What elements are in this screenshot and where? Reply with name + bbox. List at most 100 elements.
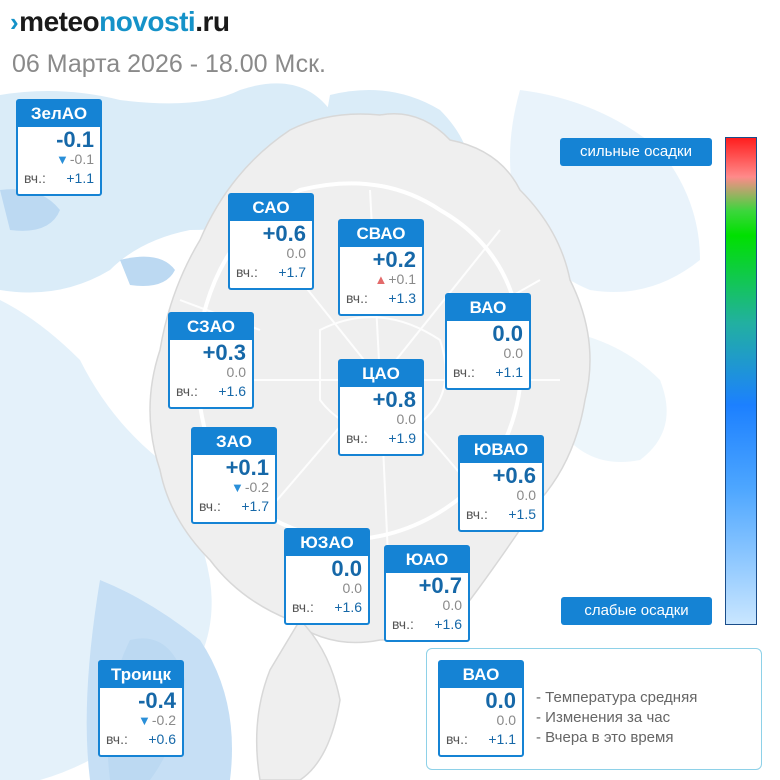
yesterday-value: +1.6 (218, 383, 246, 399)
yesterday-label: вч.: (446, 731, 468, 747)
district-card-tsao: ЦАО +0.8 0.0 вч.: +1.9 (338, 359, 424, 456)
logo-text-suffix: .ru (195, 6, 230, 37)
change-value: 0.0 (503, 345, 523, 361)
district-hourly-change: ▲+0.1 (340, 271, 422, 287)
legend-descriptions: - Температура средняя - Изменения за час… (536, 688, 697, 748)
district-card-zao: ЗАО +0.1 ▼-0.2 вч.: +1.7 (191, 427, 277, 524)
district-name: ВАО (447, 295, 529, 321)
district-name: СЗАО (170, 314, 252, 340)
district-name: ЮАО (386, 547, 468, 573)
yesterday-label: вч.: (346, 430, 368, 446)
district-card-yuvao: ЮВАО +0.6 0.0 вч.: +1.5 (458, 435, 544, 532)
legend-line-hourly-change: - Изменения за час (536, 709, 671, 726)
district-temperature: -0.1 (56, 127, 94, 152)
district-name: ЗАО (193, 429, 275, 455)
district-temperature: +0.8 (372, 387, 416, 412)
yesterday-value: +1.6 (434, 616, 462, 632)
district-hourly-change: 0.0 (340, 411, 422, 427)
change-value: 0.0 (226, 364, 246, 380)
district-hourly-change: 0.0 (230, 245, 312, 261)
district-temperature: 0.0 (492, 321, 523, 346)
heavy-precip-label: сильные осадки (560, 138, 712, 166)
district-card-szao: СЗАО +0.3 0.0 вч.: +1.6 (168, 312, 254, 409)
district-hourly-change: ▼-0.2 (100, 712, 182, 728)
district-yesterday: вч.: +1.9 (340, 427, 422, 447)
logo-mark-icon: › (10, 7, 19, 37)
change-value: 0.0 (286, 245, 306, 261)
district-temperature: +0.7 (418, 573, 462, 598)
district-card-yuao: ЮАО +0.7 0.0 вч.: +1.6 (384, 545, 470, 642)
district-name: Троицк (100, 662, 182, 688)
district-temperature: -0.4 (138, 688, 176, 713)
district-name: ЦАО (340, 361, 422, 387)
change-value: -0.2 (244, 479, 269, 495)
logo-text-prefix: meteo (19, 6, 100, 37)
change-value: +0.1 (388, 271, 416, 287)
district-temperature: +0.6 (262, 221, 306, 246)
district-yesterday: вч.: +1.7 (193, 495, 275, 515)
down-triangle-icon: ▼ (56, 152, 69, 167)
district-hourly-change: 0.0 (447, 345, 529, 361)
datetime-heading: 06 Марта 2026 - 18.00 Мск. (12, 50, 326, 78)
change-value: 0.0 (396, 411, 416, 427)
district-hourly-change: 0.0 (170, 364, 252, 380)
district-yesterday: вч.: +1.6 (170, 380, 252, 400)
district-temperature: 0.0 (331, 556, 362, 581)
legend-line-temperature: - Температура средняя (536, 689, 698, 706)
yesterday-value: +1.7 (241, 498, 269, 514)
yesterday-label: вч.: (24, 170, 46, 186)
change-value: 0.0 (442, 597, 462, 613)
district-yesterday: вч.: +1.5 (460, 503, 542, 523)
legend-sample-card: ВАО 0.0 0.0 вч.: +1.1 (438, 660, 524, 757)
yesterday-label: вч.: (236, 264, 258, 280)
district-card-yuzao: ЮЗАО 0.0 0.0 вч.: +1.6 (284, 528, 370, 625)
yesterday-value: +1.1 (488, 731, 516, 747)
district-temperature: +0.3 (202, 340, 246, 365)
district-card-zelao: ЗелАО -0.1 ▼-0.1 вч.: +1.1 (16, 99, 102, 196)
up-triangle-icon: ▲ (374, 272, 388, 287)
district-yesterday: вч.: +1.6 (286, 596, 368, 616)
district-hourly-change: 0.0 (460, 487, 542, 503)
light-precip-label: слабые осадки (561, 597, 712, 625)
district-yesterday: вч.: +1.1 (447, 361, 529, 381)
change-value: 0.0 (496, 712, 516, 728)
yesterday-value: +1.6 (334, 599, 362, 615)
logo-text-middle: novosti (99, 6, 196, 37)
yesterday-label: вч.: (453, 364, 475, 380)
change-value: 0.0 (516, 487, 536, 503)
district-yesterday: вч.: +1.1 (18, 167, 100, 187)
district-yesterday: вч.: +1.1 (440, 728, 522, 748)
district-hourly-change: 0.0 (386, 597, 468, 613)
legend-line-yesterday: - Вчера в это время (536, 729, 674, 746)
site-logo[interactable]: ›meteonovosti.ru (10, 6, 230, 38)
district-temperature: +0.1 (225, 455, 269, 480)
change-value: -0.2 (151, 712, 176, 728)
change-value: -0.1 (69, 151, 94, 167)
district-hourly-change: ▼-0.2 (193, 479, 275, 495)
yesterday-label: вч.: (392, 616, 414, 632)
district-card-troitsk: Троицк -0.4 ▼-0.2 вч.: +0.6 (98, 660, 184, 757)
district-temperature: 0.0 (485, 688, 516, 713)
district-card-svao: СВАО +0.2 ▲+0.1 вч.: +1.3 (338, 219, 424, 316)
district-yesterday: вч.: +1.6 (386, 613, 468, 633)
yesterday-value: +1.3 (388, 290, 416, 306)
district-yesterday: вч.: +1.7 (230, 261, 312, 281)
district-hourly-change: ▼-0.1 (18, 151, 100, 167)
yesterday-value: +0.6 (148, 731, 176, 747)
district-card-sao: САО +0.6 0.0 вч.: +1.7 (228, 193, 314, 290)
yesterday-label: вч.: (346, 290, 368, 306)
yesterday-label: вч.: (466, 506, 488, 522)
district-name: САО (230, 195, 312, 221)
yesterday-value: +1.9 (388, 430, 416, 446)
yesterday-value: +1.1 (495, 364, 523, 380)
district-name: ЮЗАО (286, 530, 368, 556)
district-hourly-change: 0.0 (286, 580, 368, 596)
district-hourly-change: 0.0 (440, 712, 522, 728)
yesterday-label: вч.: (176, 383, 198, 399)
yesterday-label: вч.: (106, 731, 128, 747)
yesterday-value: +1.7 (278, 264, 306, 280)
district-name: ВАО (440, 662, 522, 688)
district-yesterday: вч.: +0.6 (100, 728, 182, 748)
change-value: 0.0 (342, 580, 362, 596)
down-triangle-icon: ▼ (231, 480, 244, 495)
